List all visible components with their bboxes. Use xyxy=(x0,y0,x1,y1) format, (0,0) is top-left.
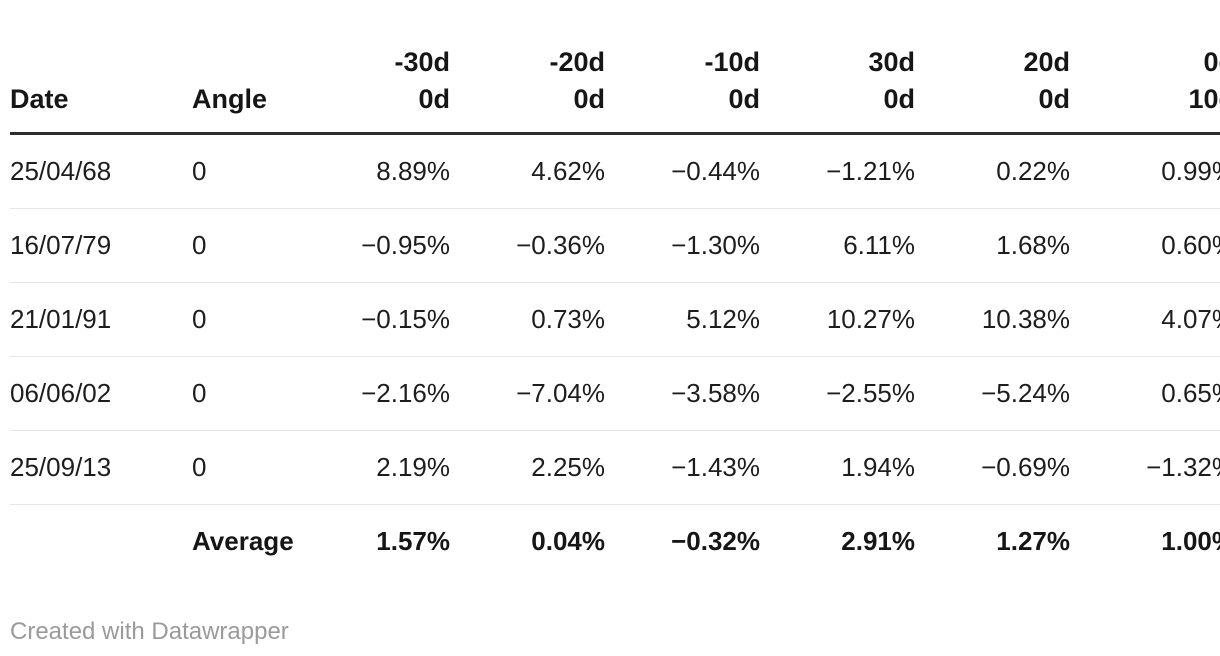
header-label-line2: 0d xyxy=(1038,84,1070,114)
average-label: Average xyxy=(192,526,294,556)
cell-value: −1.43% xyxy=(605,430,760,505)
header-label-line1: -10d xyxy=(704,47,760,77)
cell-date: 21/01/91 xyxy=(10,282,192,357)
cell-value: −0.44% xyxy=(605,133,760,209)
table-row: 25/09/13 0 2.19% 2.25% −1.43% 1.94% −0.6… xyxy=(10,430,1220,505)
cell-value: −3.58% xyxy=(605,356,760,431)
header-label-line1: -20d xyxy=(549,47,605,77)
cell-date: 25/04/68 xyxy=(10,133,192,209)
cell-value: −1.30% xyxy=(605,208,760,283)
cell-value: 6.11% xyxy=(760,208,915,283)
header-cell-minus20d-0d: -20d 0d xyxy=(450,0,605,135)
average-value: 1.00% xyxy=(1161,526,1220,556)
cell-angle: 0 xyxy=(192,356,295,431)
cell-value: 10.27% xyxy=(760,282,915,357)
average-row-empty-cell xyxy=(10,505,192,579)
header-cell-20d-0d: 20d 0d xyxy=(915,0,1070,135)
cell-value: −0.36% xyxy=(450,208,605,283)
header-label: Angle xyxy=(192,84,268,114)
cell-value: −0.69% xyxy=(915,430,1070,505)
cell-value: 8.89% xyxy=(295,133,450,209)
cell-value: −2.55% xyxy=(760,356,915,431)
table-row: 25/04/68 0 8.89% 4.62% −0.44% −1.21% 0.2… xyxy=(10,133,1220,209)
average-value: −0.32% xyxy=(671,526,760,556)
header-label-line2: 10d xyxy=(1188,84,1220,114)
table-row: 06/06/02 0 −2.16% −7.04% −3.58% −2.55% −… xyxy=(10,356,1220,431)
header-label: Date xyxy=(10,84,69,114)
header-label-line1: 20d xyxy=(1023,47,1070,77)
cell-value: −0.95% xyxy=(295,208,450,283)
average-row: Average 1.57% 0.04% −0.32% 2.91% 1.27% 1… xyxy=(10,505,1220,579)
table-header: Date Angle -30d 0d -20d 0d -10d 0d xyxy=(10,0,1220,135)
header-cell-minus10d-0d: -10d 0d xyxy=(605,0,760,135)
cell-value: 1.68% xyxy=(915,208,1070,283)
cell-angle: 0 xyxy=(192,282,295,357)
cell-value: 5.12% xyxy=(605,282,760,357)
header-label-line1: 0d xyxy=(1203,47,1220,77)
cell-date: 06/06/02 xyxy=(10,356,192,431)
cell-value: 0.22% xyxy=(915,133,1070,209)
cell-value: 1.94% xyxy=(760,430,915,505)
cell-value: −7.04% xyxy=(450,356,605,431)
table-row: 21/01/91 0 −0.15% 0.73% 5.12% 10.27% 10.… xyxy=(10,282,1220,357)
cell-value: 2.25% xyxy=(450,430,605,505)
header-label-line2: 0d xyxy=(418,84,450,114)
cell-value: 0.99% xyxy=(1070,133,1220,209)
header-cell-30d-0d: 30d 0d xyxy=(760,0,915,135)
cell-value: −1.32% xyxy=(1070,430,1220,505)
average-value: 1.57% xyxy=(376,526,450,556)
data-table: Date Angle -30d 0d -20d 0d -10d 0d xyxy=(10,0,1220,578)
header-cell-minus30d-0d: -30d 0d xyxy=(295,0,450,135)
cell-value: 4.07% xyxy=(1070,282,1220,357)
datawrapper-attribution-link[interactable]: Created with Datawrapper xyxy=(10,618,289,645)
header-label-line1: -30d xyxy=(394,47,450,77)
cell-value: 0.60% xyxy=(1070,208,1220,283)
header-label-line2: 0d xyxy=(573,84,605,114)
cell-value: 2.19% xyxy=(295,430,450,505)
header-label-line1: 30d xyxy=(868,47,915,77)
cell-value: −1.21% xyxy=(760,133,915,209)
cell-value: −0.15% xyxy=(295,282,450,357)
table-body: 25/04/68 0 8.89% 4.62% −0.44% −1.21% 0.2… xyxy=(10,133,1220,579)
header-label-line2: 0d xyxy=(883,84,915,114)
cell-date: 25/09/13 xyxy=(10,430,192,505)
cell-value: −5.24% xyxy=(915,356,1070,431)
average-value: 0.04% xyxy=(531,526,605,556)
cell-value: 10.38% xyxy=(915,282,1070,357)
cell-angle: 0 xyxy=(192,133,295,209)
average-value: 1.27% xyxy=(996,526,1070,556)
header-cell-0d-10d: 0d 10d xyxy=(1070,0,1220,135)
cell-value: 4.62% xyxy=(450,133,605,209)
table-row: 16/07/79 0 −0.95% −0.36% −1.30% 6.11% 1.… xyxy=(10,208,1220,283)
cell-date: 16/07/79 xyxy=(10,208,192,283)
header-cell-angle: Angle xyxy=(192,0,295,135)
cell-value: −2.16% xyxy=(295,356,450,431)
average-value: 2.91% xyxy=(841,526,915,556)
cell-angle: 0 xyxy=(192,430,295,505)
cell-value: 0.73% xyxy=(450,282,605,357)
cell-value: 0.65% xyxy=(1070,356,1220,431)
header-cell-date: Date xyxy=(10,0,192,135)
header-label-line2: 0d xyxy=(728,84,760,114)
cell-angle: 0 xyxy=(192,208,295,283)
